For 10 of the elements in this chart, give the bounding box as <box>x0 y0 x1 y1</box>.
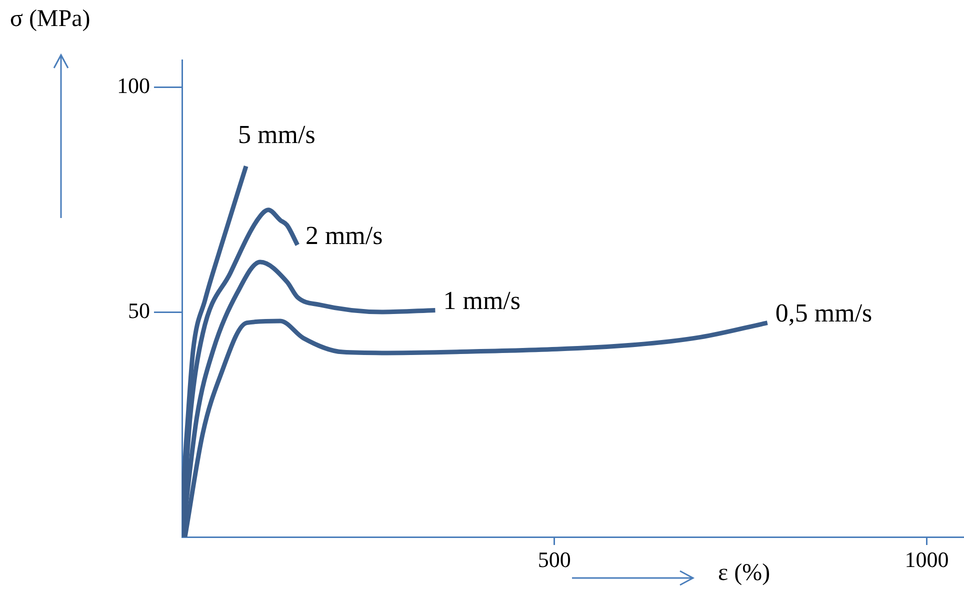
series-label: 0,5 mm/s <box>775 298 872 328</box>
series-label: 5 mm/s <box>238 120 316 150</box>
y-axis-title: σ (MPa) <box>10 6 90 33</box>
y-tick-label: 50 <box>128 298 150 323</box>
series-label: 2 mm/s <box>305 220 383 250</box>
series-label: 1 mm/s <box>443 286 521 316</box>
x-tick-label: 500 <box>538 546 571 572</box>
y-tick-label: 100 <box>117 72 150 98</box>
x-tick-label: 1000 <box>904 546 949 572</box>
x-axis-title: ε (%) <box>718 560 770 587</box>
